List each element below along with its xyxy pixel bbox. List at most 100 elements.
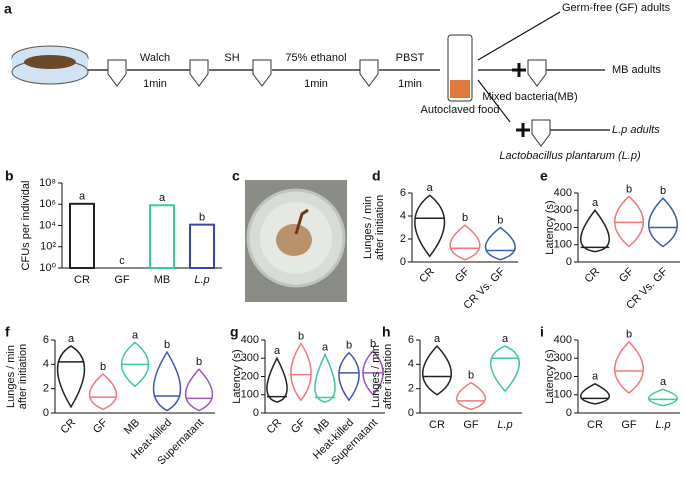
food	[276, 224, 312, 256]
y-tick-label: 200	[241, 370, 259, 382]
duration: 1min	[143, 78, 167, 90]
violin	[152, 350, 182, 412]
panel-letter: h	[382, 324, 391, 340]
plus	[512, 63, 530, 137]
violin	[88, 373, 118, 411]
bacteria: Lactobacillus plantarum (L.p)	[499, 150, 641, 162]
violin	[484, 226, 516, 261]
panel-letter: b	[5, 168, 14, 184]
panel-letter: c	[232, 168, 240, 184]
y-axis-label: CFUs per individal	[20, 181, 32, 271]
annotation: b	[468, 369, 474, 381]
violin	[120, 341, 150, 388]
panel-letter: f	[5, 324, 10, 340]
annotation: b	[346, 340, 352, 352]
x-tick-label: CR	[587, 419, 603, 431]
annotation: b	[199, 212, 205, 224]
y-tick-label: 300	[554, 352, 572, 364]
x-tick-label: CR	[417, 266, 437, 286]
x-tick-label: GF	[463, 419, 479, 431]
annotation: a	[274, 345, 281, 357]
y-tick-label: 10⁸	[39, 177, 56, 189]
annotation: b	[462, 212, 468, 224]
annotation: b	[660, 185, 666, 197]
y-tick-label: 10²	[40, 241, 56, 253]
annotation: a	[132, 329, 139, 341]
y-tick-label: 10⁴	[39, 219, 56, 231]
y-tick-label: 6	[43, 334, 49, 346]
y-tick-label: 300	[554, 204, 572, 216]
y-axis-label: Latency (s)	[544, 349, 556, 403]
outcome: MB adults	[612, 64, 661, 76]
violin	[614, 340, 644, 394]
y-axis-label: after initiation	[17, 344, 29, 409]
x-tick-label: GF	[289, 416, 308, 435]
violin	[490, 345, 520, 393]
y-axis-label: Lunges / min	[5, 345, 17, 408]
y-tick-label: 100	[554, 389, 572, 401]
y-tick-label: 400	[554, 334, 572, 346]
y-tick-label: 4	[43, 358, 49, 370]
y-tick-label: 400	[241, 334, 259, 346]
violin	[455, 381, 487, 411]
annotation: b	[298, 331, 304, 343]
annotation: b	[196, 356, 202, 368]
violin	[56, 345, 86, 409]
y-axis-label: after initiation	[374, 195, 386, 260]
y-tick-label: 2	[400, 233, 406, 245]
violin	[290, 342, 312, 402]
violin	[266, 356, 288, 403]
step: PBST	[396, 52, 425, 64]
y-tick-label: 100	[241, 389, 259, 401]
annotation: a	[427, 182, 434, 194]
y-tick-label: 10⁶	[39, 198, 56, 210]
step: Walch	[140, 52, 170, 64]
y-axis-label: Lunges / min	[370, 345, 382, 408]
y-tick-label: 400	[554, 187, 572, 199]
violin	[614, 195, 644, 248]
annotation: a	[434, 333, 441, 345]
annotation: b	[370, 338, 376, 350]
x-tick-label: MB	[312, 417, 332, 437]
x-tick-label: L.p	[497, 419, 512, 431]
diagram: a Walch 1min SH 75% ethanol 1min PBST 1m…	[4, 1, 671, 162]
y-tick-label: 0	[566, 407, 572, 419]
violin	[414, 194, 446, 258]
y-tick-label: 0	[408, 407, 414, 419]
bar	[149, 204, 175, 269]
x-tick-label: GF	[617, 265, 636, 284]
violin	[580, 209, 610, 253]
step: SH	[224, 52, 239, 64]
y-tick-label: 4	[400, 210, 406, 222]
x-tick-label: CR	[429, 419, 445, 431]
annotation: b	[626, 183, 632, 195]
annotation: b	[164, 339, 170, 351]
y-tick-label: 0	[43, 407, 49, 419]
outcome: Germ-free (GF) adults	[562, 2, 671, 14]
y-tick-label: 0	[400, 256, 406, 268]
y-tick-label: 10⁰	[39, 262, 56, 274]
step: 75% ethanol	[285, 52, 346, 64]
food	[450, 80, 470, 98]
annotation: a	[68, 333, 75, 345]
x-tick-label: GF	[114, 274, 130, 286]
x-tick-label: MB	[122, 417, 142, 437]
y-tick-label: 100	[554, 239, 572, 251]
x-tick-label: CR	[74, 274, 90, 286]
x-tick-label: CR	[582, 266, 602, 286]
x-tick-label: GF	[91, 416, 110, 435]
y-tick-label: 4	[408, 358, 414, 370]
fly	[294, 208, 309, 235]
annotation: b	[626, 329, 632, 341]
annotation: a	[322, 342, 329, 354]
flies	[24, 55, 76, 69]
bar	[69, 202, 95, 269]
violin	[362, 349, 384, 396]
y-axis-label: Latency (s)	[544, 200, 556, 254]
annotation: a	[79, 191, 86, 203]
food-label: Autoclaved food	[421, 104, 500, 116]
photo: c	[232, 168, 347, 302]
panel-letter: a	[4, 1, 12, 17]
violin	[184, 368, 214, 412]
